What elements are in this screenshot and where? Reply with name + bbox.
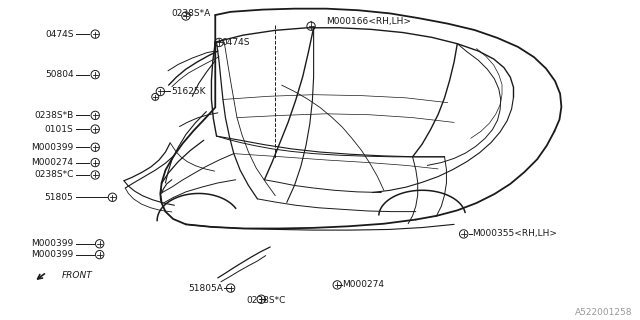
Text: 51625K: 51625K [172,87,205,96]
Text: M000166<RH,LH>: M000166<RH,LH> [326,17,412,26]
Text: 0238S*C: 0238S*C [246,296,285,305]
Text: FRONT: FRONT [61,271,92,280]
Text: M000274: M000274 [31,158,74,167]
Text: M000355<RH,LH>: M000355<RH,LH> [472,229,557,238]
Text: 0238S*B: 0238S*B [35,111,74,120]
Text: 50804: 50804 [45,70,74,79]
Text: 0238S*A: 0238S*A [172,9,211,18]
Text: 0474S: 0474S [45,30,74,39]
Text: M000399: M000399 [31,143,74,152]
Text: A522001258: A522001258 [575,308,633,317]
Text: 0101S: 0101S [45,124,74,133]
Text: 51805A: 51805A [188,284,223,292]
Text: 0474S: 0474S [221,38,250,47]
Text: M000399: M000399 [31,239,74,248]
Text: M000274: M000274 [342,280,385,289]
Text: 51805: 51805 [45,193,74,202]
Text: 0238S*C: 0238S*C [34,171,74,180]
Text: M000399: M000399 [31,250,74,259]
